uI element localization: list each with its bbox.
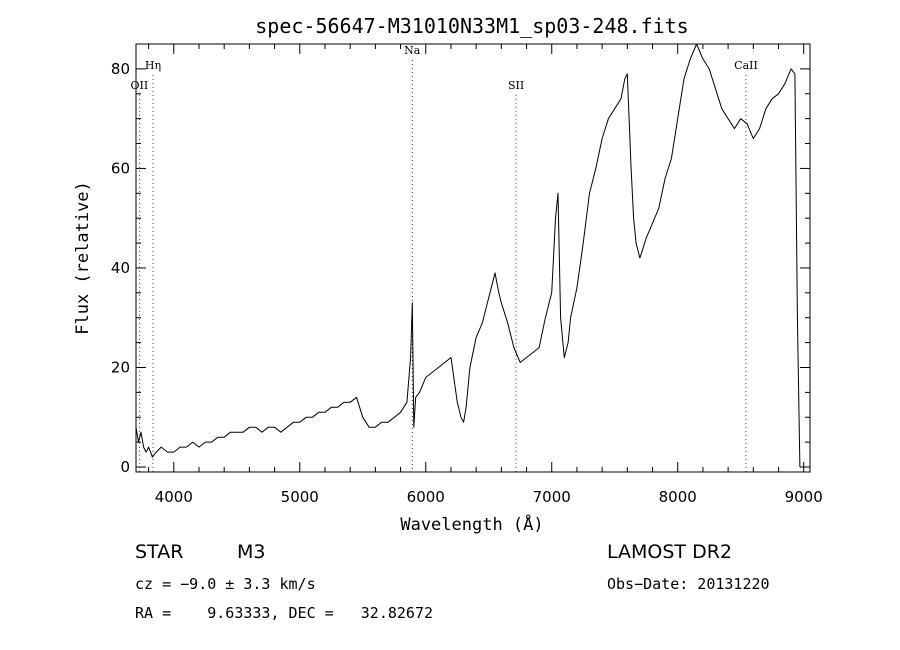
plot-frame [135,43,811,473]
line-marker-label: Hη [145,59,161,72]
ra-dec-coordinates: RA = 9.63333, DEC = 32.82672 [135,604,434,622]
survey-name: LAMOST DR2 [607,541,732,563]
spectrum-series-line [135,43,801,468]
object-type: STAR [135,541,184,563]
y-axis-label: Flux (relative) [73,181,93,335]
observation-date: Obs−Date: 20131220 [607,575,770,593]
x-tick-label: 4000 [155,488,193,506]
plot-border [135,43,811,473]
y-tick-label: 20 [111,358,130,376]
x-tick-label: 8000 [659,488,697,506]
x-tick-label: 6000 [407,488,445,506]
y-tick-label: 60 [111,159,130,177]
object-subclass: M3 [237,541,266,563]
line-marker-label: Na [404,44,421,57]
line-marker-label: SII [508,79,524,92]
axis-ticks [136,43,810,472]
tick-labels: 4000 5000 6000 7000 8000 9000 0 20 40 60 80 [111,60,823,506]
x-tick-label: 7000 [533,488,571,506]
y-tick-label: 80 [111,60,130,78]
x-tick-label: 9000 [785,488,823,506]
chart-title: spec-56647-M31010N33M1_sp03-248.fits [255,14,688,38]
x-tick-label: 5000 [281,488,319,506]
line-marker-label: OII [131,79,149,92]
y-tick-label: 40 [111,259,130,277]
series-layer [135,43,801,468]
redshift-cz: cz = −9.0 ± 3.3 km/s [135,575,316,593]
line-marker-label: CaII [734,59,758,72]
x-axis-label: Wavelength (Å) [400,513,543,535]
y-tick-label: 0 [120,458,130,476]
line-markers: Hη OII Na SII CaII [131,44,758,472]
